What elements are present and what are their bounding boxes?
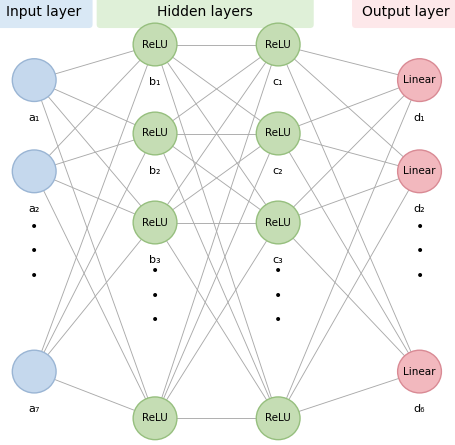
Text: b₁: b₁ [149,77,161,87]
Circle shape [256,397,299,440]
Text: •: • [30,244,38,259]
Text: a₂: a₂ [29,204,40,214]
Text: Linear: Linear [402,75,435,85]
Text: b₃: b₃ [149,255,161,265]
Text: b₂: b₂ [149,166,161,176]
Text: Linear: Linear [402,166,435,176]
Text: •: • [30,269,38,283]
Circle shape [133,23,177,66]
Text: Linear: Linear [402,367,435,376]
Text: •: • [151,313,159,328]
Circle shape [397,150,440,193]
FancyBboxPatch shape [96,0,313,28]
Circle shape [256,201,299,244]
Text: •: • [151,264,159,279]
FancyBboxPatch shape [351,0,455,28]
Circle shape [12,350,56,393]
Circle shape [256,112,299,155]
Text: d₁: d₁ [413,113,425,122]
Text: ReLU: ReLU [142,413,167,423]
Text: ReLU: ReLU [265,129,290,138]
Text: •: • [415,244,423,259]
Circle shape [397,59,440,101]
Circle shape [397,350,440,393]
Text: c₃: c₃ [272,255,283,265]
Text: •: • [415,220,423,234]
Text: a₁: a₁ [29,113,40,122]
Text: Hidden layers: Hidden layers [157,5,253,20]
Text: •: • [273,313,282,328]
Text: •: • [415,269,423,283]
Text: Output layer: Output layer [361,5,449,20]
Text: ReLU: ReLU [142,218,167,227]
Circle shape [12,59,56,101]
Text: d₆: d₆ [413,404,425,414]
FancyBboxPatch shape [0,0,92,28]
Text: ReLU: ReLU [265,40,290,49]
Circle shape [133,112,177,155]
Text: c₂: c₂ [272,166,283,176]
Text: •: • [273,264,282,279]
Text: •: • [273,289,282,303]
Circle shape [133,397,177,440]
Text: ReLU: ReLU [142,40,167,49]
Text: a₇: a₇ [29,404,40,414]
Text: d₂: d₂ [413,204,425,214]
Text: Input layer: Input layer [5,5,81,20]
Text: c₁: c₁ [272,77,283,87]
Circle shape [133,201,177,244]
Text: •: • [151,289,159,303]
Circle shape [256,23,299,66]
Text: ReLU: ReLU [142,129,167,138]
Circle shape [12,150,56,193]
Text: •: • [30,220,38,234]
Text: ReLU: ReLU [265,218,290,227]
Text: ReLU: ReLU [265,413,290,423]
